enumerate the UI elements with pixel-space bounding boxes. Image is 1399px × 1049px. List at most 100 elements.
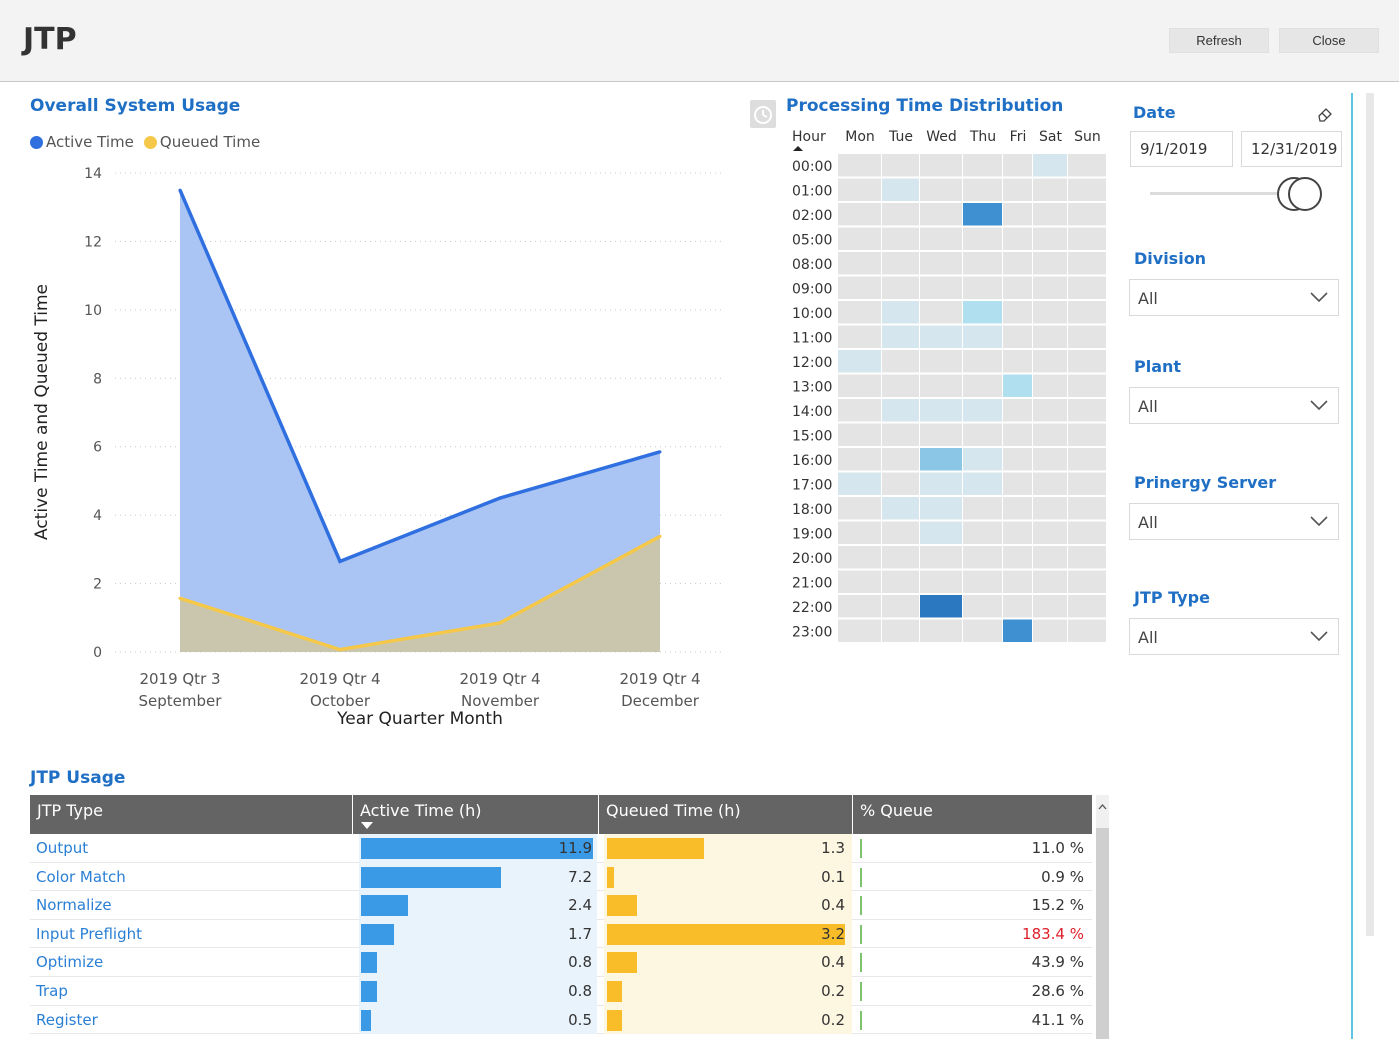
- active-time-cell: 0.8: [568, 953, 592, 972]
- heat-cell: [1068, 399, 1106, 422]
- queued-cell-bg: [604, 948, 852, 977]
- table-row[interactable]: Trap 0.8 0.2 28.6 %: [30, 977, 1092, 1006]
- date-end-input[interactable]: 12/31/2019: [1241, 131, 1342, 167]
- heat-cell: [1033, 521, 1067, 544]
- active-time-bar: [361, 981, 377, 1002]
- heat-cell: [1068, 472, 1106, 495]
- active-time-bar: [361, 923, 395, 945]
- jtp-type-dropdown[interactable]: All: [1129, 618, 1339, 655]
- heat-cell: [1068, 570, 1106, 593]
- table-row[interactable]: Output 11.9 1.3 11.0 %: [30, 834, 1092, 863]
- heat-cell: [882, 227, 919, 250]
- column-header-active[interactable]: Active Time (h): [353, 795, 599, 834]
- division-dropdown[interactable]: All: [1129, 279, 1339, 316]
- jtp-type-cell[interactable]: Color Match: [36, 867, 126, 886]
- y-tick-label: 14: [84, 166, 102, 182]
- column-header-queued[interactable]: Queued Time (h): [599, 795, 853, 834]
- heat-cell: [1003, 227, 1032, 250]
- day-header: Wed: [926, 129, 957, 145]
- heat-cell: [1068, 276, 1106, 299]
- jtp-type-cell[interactable]: Trap: [36, 982, 68, 1000]
- heatmap-title: Processing Time Distribution: [786, 96, 1064, 116]
- heat-cell: [1003, 178, 1032, 201]
- heat-cell: [963, 350, 1002, 373]
- plant-dropdown[interactable]: All: [1129, 387, 1339, 424]
- heat-cell: [1003, 399, 1032, 422]
- date-start-input[interactable]: 9/1/2019: [1130, 131, 1233, 167]
- heat-cell: [1003, 521, 1032, 544]
- x-tick-label: 2019 Qtr 4: [459, 670, 540, 688]
- heat-cell: [963, 227, 1002, 250]
- heat-cell: [920, 497, 962, 520]
- scroll-up-button[interactable]: [1096, 795, 1109, 828]
- heat-cell: [1033, 178, 1067, 201]
- queued-time-cell: 0.4: [821, 953, 845, 972]
- heat-cell: [963, 154, 1002, 177]
- heat-cell: [1068, 178, 1106, 201]
- legend-item-active[interactable]: Active Time: [30, 133, 134, 151]
- data-point: [498, 496, 502, 500]
- heat-cell: [882, 374, 919, 397]
- queued-time-bar: [607, 895, 637, 917]
- table-scrollbar[interactable]: [1096, 795, 1109, 1039]
- jtp-type-cell[interactable]: Input Preflight: [36, 924, 142, 943]
- sort-descending-icon: [361, 822, 373, 829]
- queued-cell-bg: [604, 862, 852, 892]
- table-row[interactable]: Optimize 0.8 0.4 43.9 %: [30, 948, 1092, 977]
- heat-cell: [920, 203, 962, 226]
- heat-cell: [882, 301, 919, 324]
- close-button[interactable]: Close: [1279, 28, 1379, 53]
- table-row[interactable]: Color Match 7.2 0.1 0.9 %: [30, 862, 1092, 892]
- refresh-button[interactable]: Refresh: [1169, 28, 1269, 53]
- heat-cell: [1003, 595, 1032, 618]
- heat-cell: [838, 472, 881, 495]
- heat-cell: [1033, 374, 1067, 397]
- y-tick-label: 10: [84, 303, 102, 319]
- heat-cell: [838, 203, 881, 226]
- hour-label: 22:00: [792, 600, 832, 616]
- heat-cell: [963, 374, 1002, 397]
- server-dropdown[interactable]: All: [1129, 503, 1339, 540]
- heat-cell: [920, 595, 962, 618]
- date-range-slider[interactable]: [1150, 175, 1330, 213]
- jtp-type-cell[interactable]: Output: [36, 839, 89, 857]
- jtp-type-cell[interactable]: Optimize: [36, 953, 104, 972]
- eraser-icon[interactable]: [1316, 105, 1334, 123]
- heat-cell: [1068, 546, 1106, 569]
- heat-cell: [920, 350, 962, 373]
- heat-cell: [1068, 595, 1106, 618]
- table-row[interactable]: Input Preflight 1.7 3.2 183.4 %: [30, 919, 1092, 949]
- heat-cell: [963, 521, 1002, 544]
- chart-legend: Active Time Queued Time: [30, 133, 270, 151]
- column-header-pct[interactable]: % Queue: [860, 801, 933, 820]
- x-tick-label: November: [461, 692, 540, 710]
- heat-cell: [1033, 350, 1067, 373]
- hour-label: 19:00: [792, 527, 832, 543]
- x-tick-label: September: [139, 692, 223, 710]
- heat-cell: [1033, 399, 1067, 422]
- table-row[interactable]: Register 0.5 0.2 41.1 %: [30, 1005, 1092, 1035]
- heat-cell: [920, 399, 962, 422]
- app-title: JTP: [23, 22, 77, 57]
- date-label: Date: [1133, 103, 1176, 122]
- page-scrollbar[interactable]: [1366, 93, 1374, 936]
- table-row[interactable]: Normalize 2.4 0.4 15.2 %: [30, 891, 1092, 920]
- legend-item-queued[interactable]: Queued Time: [143, 133, 260, 151]
- active-cell-bg: [359, 977, 597, 1006]
- heat-cell: [963, 448, 1002, 471]
- jtp-type-cell[interactable]: Register: [36, 1010, 98, 1029]
- hour-label: 09:00: [792, 282, 832, 298]
- heat-cell: [920, 325, 962, 348]
- jtp-type-cell[interactable]: Normalize: [36, 896, 112, 915]
- queue-pct-bar: [860, 896, 862, 916]
- heat-cell: [963, 252, 1002, 275]
- queue-pct-bar: [860, 839, 862, 858]
- x-axis-label: Year Quarter Month: [336, 709, 503, 729]
- heat-cell: [1033, 546, 1067, 569]
- hour-label: 08:00: [792, 257, 832, 273]
- queued-cell-bg: [604, 1005, 852, 1035]
- hour-label: 16:00: [792, 453, 832, 469]
- slider-handle-end[interactable]: [1288, 177, 1322, 211]
- heat-cell: [882, 619, 919, 642]
- column-header-type[interactable]: JTP Type: [30, 795, 353, 834]
